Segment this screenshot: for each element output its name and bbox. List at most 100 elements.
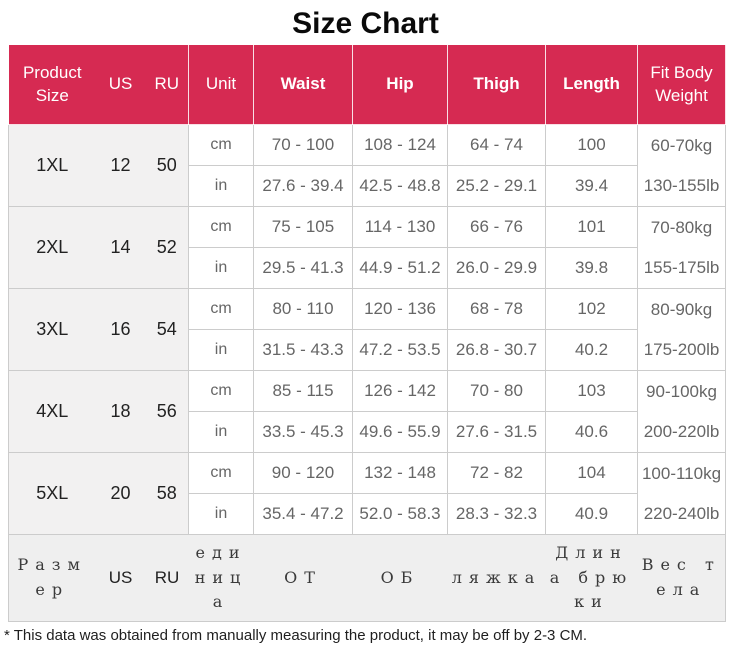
thigh-cm-value: 72 - 82 bbox=[447, 452, 546, 494]
waist-in-value: 27.6 - 39.4 bbox=[253, 165, 353, 207]
thigh-cm-value: 66 - 76 bbox=[447, 206, 546, 248]
weight-lb-value: 220-240lb bbox=[643, 503, 720, 523]
header-cell-product-size: Product Size bbox=[8, 44, 96, 125]
us-size-value: 18 bbox=[95, 370, 146, 453]
size-label: 5XL bbox=[8, 452, 96, 535]
weight-kg-value: 70-80kg bbox=[650, 217, 713, 237]
waist-in-value: 33.5 - 45.3 bbox=[253, 411, 353, 453]
header-cell-hip: Hip bbox=[352, 44, 448, 125]
unit-in-label: in bbox=[188, 247, 254, 289]
length-cm-value: 101 bbox=[545, 206, 638, 248]
hip-cm-value: 120 - 136 bbox=[352, 288, 448, 330]
hip-in-value: 47.2 - 53.5 bbox=[352, 329, 448, 371]
weight-lb-value: 130-155lb bbox=[643, 175, 720, 195]
waist-in-value: 29.5 - 41.3 bbox=[253, 247, 353, 289]
size-chart-table: Product Size US RU Unit Waist Hip Thigh … bbox=[8, 44, 726, 622]
thigh-in-value: 25.2 - 29.1 bbox=[447, 165, 546, 207]
unit-cm-label: cm bbox=[188, 206, 254, 248]
waist-cm-value: 80 - 110 bbox=[253, 288, 353, 330]
waist-cm-value: 85 - 115 bbox=[253, 370, 353, 412]
translation-unit-label: единица bbox=[188, 534, 254, 622]
weight-kg-value: 90-100kg bbox=[646, 381, 717, 401]
unit-cm-label: cm bbox=[188, 370, 254, 412]
unit-in-label: in bbox=[188, 411, 254, 453]
fit-body-weight-cell: 60-70kg 130-155lb bbox=[637, 124, 726, 207]
fit-body-weight-cell: 100-110kg 220-240lb bbox=[637, 452, 726, 535]
translation-thigh-label: ляжка bbox=[447, 534, 546, 622]
ru-size-value: 54 bbox=[145, 288, 189, 371]
table-row-1xl-in: in 27.6 - 39.4 42.5 - 48.8 25.2 - 29.1 3… bbox=[9, 165, 726, 207]
weight-kg-value: 100-110kg bbox=[641, 463, 722, 483]
table-row-5xl-cm: 5XL 20 58 cm 90 - 120 132 - 148 72 - 82 … bbox=[8, 452, 726, 535]
translation-length-label: Длина брюки bbox=[545, 534, 638, 622]
waist-in-value: 35.4 - 47.2 bbox=[253, 493, 353, 535]
waist-cm-value: 70 - 100 bbox=[253, 124, 353, 166]
weight-lb-value: 175-200lb bbox=[643, 339, 720, 359]
weight-lb-value: 155-175lb bbox=[643, 257, 720, 277]
fit-body-weight-cell: 70-80kg 155-175lb bbox=[637, 206, 726, 289]
table-row-4xl-in: in 33.5 - 45.3 49.6 - 55.9 27.6 - 31.5 4… bbox=[9, 411, 726, 453]
hip-in-value: 49.6 - 55.9 bbox=[352, 411, 448, 453]
hip-cm-value: 126 - 142 bbox=[352, 370, 448, 412]
size-label: 3XL bbox=[8, 288, 96, 371]
length-in-value: 40.6 bbox=[545, 411, 638, 453]
ru-size-value: 58 bbox=[145, 452, 189, 535]
thigh-in-value: 28.3 - 32.3 bbox=[447, 493, 546, 535]
header-cell-ru: RU bbox=[145, 44, 189, 125]
ru-size-value: 50 bbox=[145, 124, 189, 207]
unit-in-label: in bbox=[188, 165, 254, 207]
fit-body-weight-cell: 90-100kg 200-220lb bbox=[637, 370, 726, 453]
us-size-value: 14 bbox=[95, 206, 146, 289]
size-label: 1XL bbox=[8, 124, 96, 207]
header-cell-waist: Waist bbox=[253, 44, 353, 125]
table-body: 1XL 12 50 cm 70 - 100 108 - 124 64 - 74 … bbox=[8, 124, 726, 622]
unit-cm-label: cm bbox=[188, 452, 254, 494]
waist-cm-value: 75 - 105 bbox=[253, 206, 353, 248]
table-row-2xl-cm: 2XL 14 52 cm 75 - 105 114 - 130 66 - 76 … bbox=[8, 206, 726, 289]
us-size-value: 20 bbox=[95, 452, 146, 535]
thigh-cm-value: 70 - 80 bbox=[447, 370, 546, 412]
header-cell-unit: Unit bbox=[188, 44, 254, 125]
length-cm-value: 103 bbox=[545, 370, 638, 412]
fit-body-weight-cell: 80-90kg 175-200lb bbox=[637, 288, 726, 371]
us-size-value: 12 bbox=[95, 124, 146, 207]
hip-cm-value: 132 - 148 bbox=[352, 452, 448, 494]
hip-cm-value: 114 - 130 bbox=[352, 206, 448, 248]
unit-cm-label: cm bbox=[188, 288, 254, 330]
length-cm-value: 100 bbox=[545, 124, 638, 166]
header-cell-us: US bbox=[95, 44, 146, 125]
translation-weight-label: Вес тела bbox=[637, 534, 726, 622]
us-size-value: 16 bbox=[95, 288, 146, 371]
hip-in-value: 44.9 - 51.2 bbox=[352, 247, 448, 289]
size-label: 4XL bbox=[8, 370, 96, 453]
length-cm-value: 102 bbox=[545, 288, 638, 330]
table-row-5xl-in: in 35.4 - 47.2 52.0 - 58.3 28.3 - 32.3 4… bbox=[9, 493, 726, 535]
size-label: 2XL bbox=[8, 206, 96, 289]
translation-us-label: US bbox=[95, 534, 146, 622]
page-title: Size Chart bbox=[292, 7, 439, 40]
length-in-value: 39.8 bbox=[545, 247, 638, 289]
thigh-in-value: 26.8 - 30.7 bbox=[447, 329, 546, 371]
table-row-2xl-in: in 29.5 - 41.3 44.9 - 51.2 26.0 - 29.9 3… bbox=[9, 247, 726, 289]
waist-in-value: 31.5 - 43.3 bbox=[253, 329, 353, 371]
hip-in-value: 42.5 - 48.8 bbox=[352, 165, 448, 207]
translation-row: Размер US RU единица ОТ ОБ ляжка Длина б… bbox=[8, 534, 726, 622]
thigh-cm-value: 68 - 78 bbox=[447, 288, 546, 330]
length-in-value: 39.4 bbox=[545, 165, 638, 207]
translation-waist-label: ОТ bbox=[253, 534, 353, 622]
weight-lb-value: 200-220lb bbox=[643, 421, 720, 441]
measurement-disclaimer: * This data was obtained from manually m… bbox=[4, 627, 588, 644]
length-in-value: 40.2 bbox=[545, 329, 638, 371]
unit-cm-label: cm bbox=[188, 124, 254, 166]
weight-kg-value: 80-90kg bbox=[650, 299, 713, 319]
header-cell-length: Length bbox=[545, 44, 638, 125]
hip-in-value: 52.0 - 58.3 bbox=[352, 493, 448, 535]
header-row: Product Size US RU Unit Waist Hip Thigh … bbox=[8, 44, 726, 125]
thigh-in-value: 27.6 - 31.5 bbox=[447, 411, 546, 453]
thigh-cm-value: 64 - 74 bbox=[447, 124, 546, 166]
table-row-3xl-cm: 3XL 16 54 cm 80 - 110 120 - 136 68 - 78 … bbox=[8, 288, 726, 371]
header-cell-fit-body-weight: Fit Body Weight bbox=[637, 44, 726, 125]
hip-cm-value: 108 - 124 bbox=[352, 124, 448, 166]
ru-size-value: 56 bbox=[145, 370, 189, 453]
waist-cm-value: 90 - 120 bbox=[253, 452, 353, 494]
